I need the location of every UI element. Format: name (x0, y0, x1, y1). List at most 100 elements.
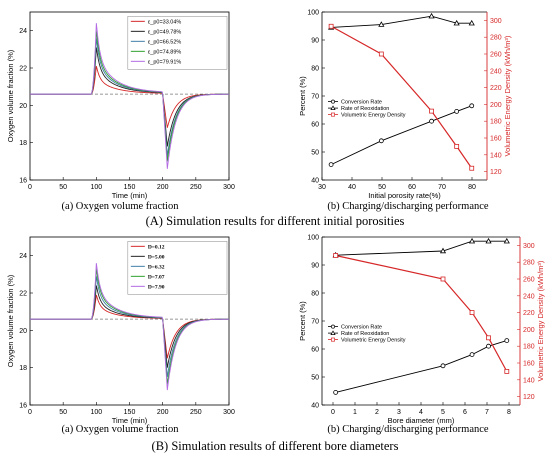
y-tick-label: 80 (311, 66, 319, 73)
point-conversion-rate (440, 363, 446, 369)
y-right-tick-label: 160 (490, 136, 502, 143)
legend-label-d-6-32: D=6.32 (148, 264, 165, 270)
y-tick-label: 16 (19, 403, 27, 410)
x-tick-label: 60 (408, 184, 416, 191)
legend-marker-volumetric-energy-density (331, 337, 335, 342)
x-tick-label: 250 (190, 409, 202, 416)
y-tick-label: 100 (307, 235, 319, 242)
point-volumetric-energy-density (469, 165, 475, 171)
y-tick-label: 100 (307, 10, 319, 17)
y-tick-label: 20 (19, 328, 27, 335)
point-volumetric-energy-density (504, 368, 510, 374)
y-axis-label: Oxygen volume fraction (%) (6, 49, 15, 142)
caption-b-right: (b) Charging/discharging performance (327, 424, 488, 435)
point-conversion-rate (469, 103, 475, 109)
y-right-tick-label: 200 (523, 327, 535, 334)
x-tick-label: 30 (318, 184, 326, 191)
legend-label-conversion-rate: Conversion Rate (341, 325, 382, 331)
legend-marker-conversion-rate (331, 99, 335, 104)
series-line-d-5-00 (30, 285, 229, 368)
series-line-d-7-90 (30, 263, 229, 391)
y-right-tick-label: 260 (490, 52, 502, 59)
y-tick-label: 50 (311, 150, 319, 157)
point-conversion-rate (469, 352, 475, 358)
point-volumetric-energy-density (333, 253, 339, 258)
point-conversion-rate (504, 338, 510, 344)
caption-a-right: (b) Charging/discharging performance (327, 201, 488, 212)
y-axis-label: Oxygen volume fraction (%) (6, 274, 15, 367)
series-line-rate-of-reoxidation (335, 240, 507, 256)
legend-label-conversion-rate: Conversion Rate (341, 100, 382, 106)
caption-b-main: (B) Simulation results of different bore… (152, 439, 399, 453)
y-right-tick-label: 260 (523, 277, 535, 284)
y-axis-label: Percent (%) (298, 76, 307, 116)
caption-a-main: (A) Simulation results for different ini… (146, 214, 405, 228)
point-conversion-rate (333, 389, 339, 395)
y-tick-label: 24 (19, 253, 27, 260)
x-tick-label: 0 (28, 409, 32, 416)
legend-marker-rate-of-reoxidation (330, 330, 336, 335)
y-right-tick-label: 200 (490, 102, 502, 109)
point-conversion-rate (429, 118, 434, 124)
series-line-p0-33-04 (30, 66, 229, 128)
y-tick-label: 50 (311, 375, 319, 382)
point-rate-of-reoxidation (468, 19, 475, 26)
point-rate-of-reoxidation (439, 247, 447, 254)
y-right-tick-label: 180 (490, 119, 502, 126)
y-tick-label: 90 (311, 38, 319, 45)
point-rate-of-reoxidation (378, 21, 385, 27)
y-right-tick-label: 140 (523, 377, 535, 384)
y-right-axis-label: Volumetric Energy Density (kWh/m³) (503, 35, 512, 156)
y-tick-label: 24 (19, 28, 27, 35)
x-tick-label: 100 (90, 184, 102, 191)
point-conversion-rate (328, 162, 334, 168)
y-right-tick-label: 220 (490, 85, 502, 92)
legend-label-d-7-90: D=7.90 (148, 284, 165, 290)
x-tick-label: 150 (124, 409, 136, 416)
series-line-volumetric-energy-density (330, 25, 473, 169)
y-tick-label: 40 (311, 178, 319, 185)
x-axis-label: Bore diameter (mm) (388, 416, 455, 425)
legend-label-rate-of-reoxidation: Rate of Reoxidation (341, 106, 389, 112)
y-right-tick-label: 300 (523, 243, 535, 250)
x-axis-label: Initial porosity rate(%) (368, 191, 441, 200)
y-right-tick-label: 220 (523, 310, 535, 317)
x-tick-label: 5 (441, 409, 445, 416)
x-tick-label: 50 (59, 184, 67, 191)
series-line-p0-79-91 (30, 23, 230, 169)
x-tick-label: 50 (378, 184, 386, 191)
legend-box (127, 16, 228, 70)
x-axis-label: Time (min) (112, 191, 148, 200)
x-tick-label: 7 (485, 409, 489, 416)
series-line-conversion-rate (335, 340, 507, 393)
y-tick-label: 60 (311, 347, 319, 354)
chart-performance-bore: 0 1 2 3 4 5 6 7 8 40 50 60 70 80 90 100 120 140 160 180 200 2… (298, 235, 545, 426)
y-right-tick-label: 120 (490, 169, 502, 176)
y-tick-label: 40 (311, 403, 319, 410)
point-rate-of-reoxidation (503, 237, 510, 244)
point-rate-of-reoxidation (468, 237, 476, 244)
y-axis-label: Percent (%) (298, 301, 307, 341)
y-right-tick-label: 240 (490, 68, 502, 75)
y-right-tick-label: 140 (490, 152, 502, 159)
y-right-tick-label: 300 (490, 18, 502, 25)
x-tick-label: 70 (438, 184, 446, 191)
caption-b-left: (a) Oxygen volume fraction (62, 424, 180, 435)
x-tick-label: 40 (348, 184, 356, 191)
legend-label-rate-of-reoxidation: Rate of Reoxidation (341, 331, 389, 337)
x-tick-label: 200 (157, 409, 169, 416)
point-rate-of-reoxidation (453, 19, 460, 26)
legend-box (127, 241, 228, 295)
point-volumetric-energy-density (440, 276, 446, 282)
x-tick-label: 250 (190, 184, 202, 191)
x-tick-label: 0 (28, 184, 32, 191)
x-tick-label: 8 (507, 409, 511, 416)
y-right-tick-label: 120 (523, 394, 535, 401)
legend-marker-conversion-rate (331, 324, 335, 329)
point-volumetric-energy-density (328, 23, 334, 29)
chart-oxygen-porosity: 0 50 100 150 200 250 300 16 18 20 22 24 Time (min) Ox… (6, 11, 235, 200)
caption-a-left: (a) Oxygen volume fraction (62, 201, 180, 212)
y-right-tick-label: 160 (523, 361, 535, 368)
legend-label-p0-66-52: ε_p0=66.52% (148, 39, 182, 45)
x-tick-label: 150 (124, 184, 136, 191)
